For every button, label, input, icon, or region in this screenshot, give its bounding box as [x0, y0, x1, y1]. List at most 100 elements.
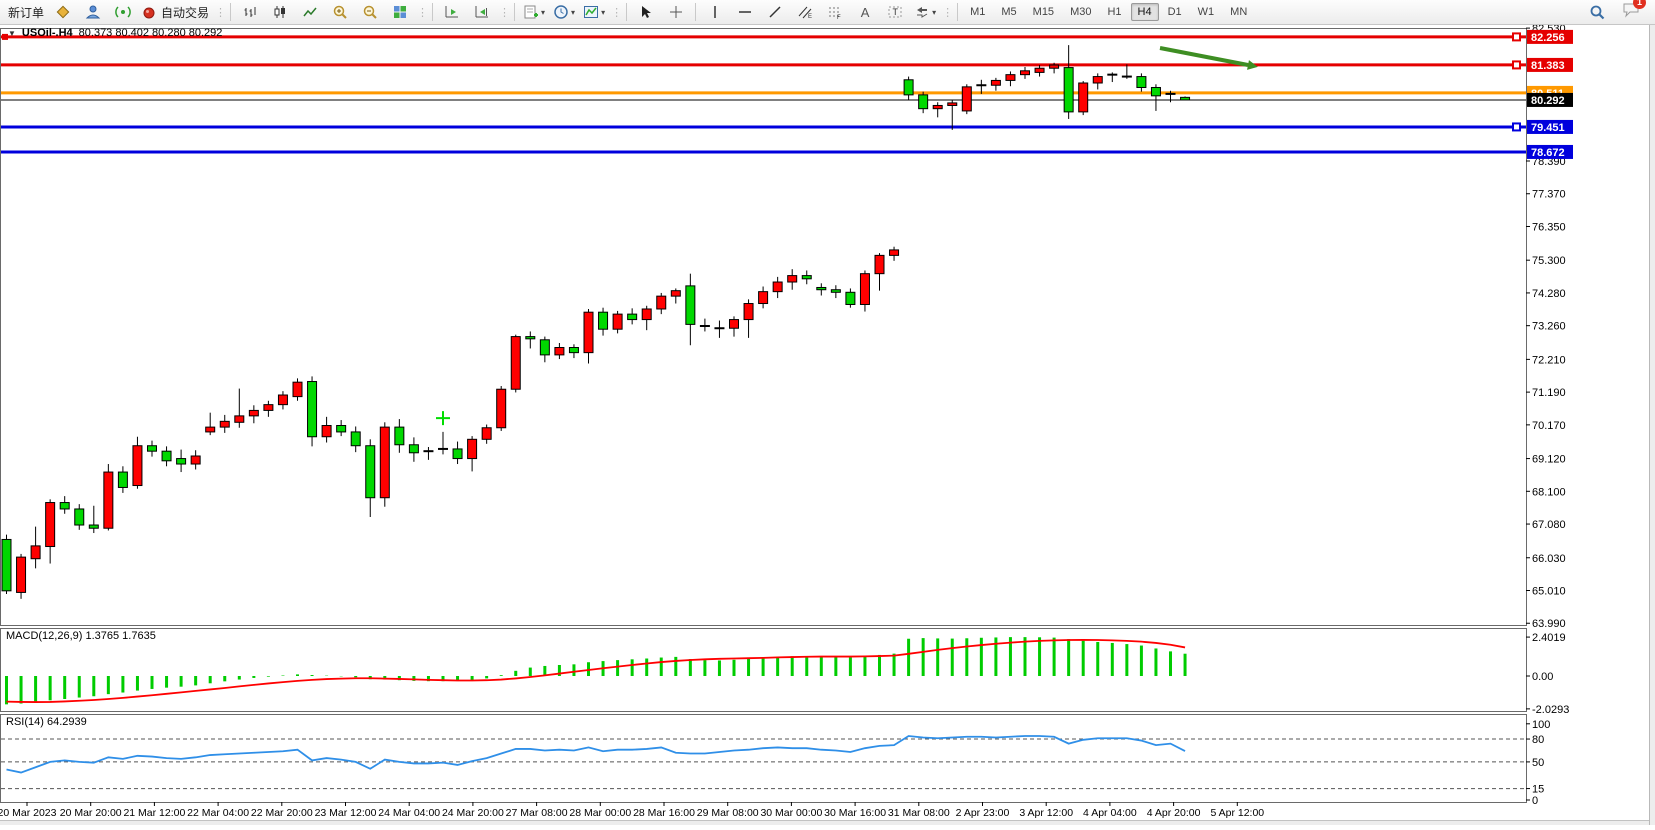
indicators-button[interactable]: ▾	[580, 1, 608, 24]
candle	[59, 496, 70, 514]
candle	[277, 391, 288, 410]
search-icon[interactable]	[1583, 1, 1611, 24]
candlestick-chart-type-icon[interactable]	[266, 1, 294, 24]
new-order-button[interactable]: 新订单	[8, 5, 45, 20]
text-label-tool-icon[interactable]: T	[881, 1, 909, 24]
chart-window: 82.53078.39077.37076.35075.30074.28073.2…	[0, 23, 1655, 825]
timeframe-button-h1[interactable]: H1	[1107, 6, 1122, 18]
price-tick-label: 68.100	[1532, 486, 1566, 498]
trend-arrow[interactable]	[1159, 46, 1249, 67]
candlestick-chart: 82.53078.39077.37076.35075.30074.28073.2…	[0, 23, 1573, 819]
price-chip-label: 82.256	[1531, 32, 1565, 44]
new-chart-button[interactable]: ▾	[520, 1, 548, 24]
price-tick-label: 67.080	[1532, 519, 1566, 531]
line-handle[interactable]	[1512, 122, 1521, 132]
candle	[423, 447, 434, 460]
candle	[263, 400, 274, 417]
time-axis-label: 24 Mar 04:00	[378, 807, 440, 819]
toolbar-group-handle: ⋮	[611, 6, 622, 19]
price-tick-label: 74.280	[1532, 288, 1566, 300]
channel-tool-icon[interactable]: E	[791, 1, 819, 24]
cursor-tool-icon[interactable]	[632, 1, 660, 24]
tile-windows-icon[interactable]	[386, 1, 414, 24]
crosshair-tool-icon[interactable]	[662, 1, 690, 24]
chart-shift-icon[interactable]	[468, 1, 496, 24]
zoom-out-icon[interactable]	[356, 1, 384, 24]
zoom-in-icon[interactable]	[326, 1, 354, 24]
timeframe-button-m30[interactable]: M30	[1070, 6, 1092, 18]
candle	[394, 419, 405, 453]
toolbar-separator	[957, 3, 959, 21]
toolbar-separator	[514, 3, 516, 21]
vertical-line-tool-icon[interactable]	[701, 1, 729, 24]
main-toolbar: 新订单 自动交易 ⋮ ⋮	[0, 0, 1655, 25]
market-watch-icon[interactable]	[49, 1, 77, 24]
period-clock-button[interactable]: ▾	[550, 1, 578, 24]
candle	[1121, 64, 1132, 79]
rsi-tick-label: 15	[1532, 784, 1544, 796]
candle	[830, 285, 841, 299]
line-handle[interactable]	[1512, 32, 1521, 42]
macd-indicator-label: MACD(12,26,9) 1.3765 1.7635	[6, 630, 156, 642]
candle	[1005, 71, 1016, 87]
horizontal-line-tool-icon[interactable]	[731, 1, 759, 24]
auto-scroll-icon[interactable]	[438, 1, 466, 24]
rsi-panel	[1, 735, 1526, 790]
notifications-chat-button[interactable]: 1	[1622, 0, 1646, 23]
line-handle[interactable]	[1512, 60, 1521, 70]
candle	[758, 286, 769, 309]
candle	[641, 305, 652, 331]
candle	[1150, 84, 1161, 111]
timeframe-button-h4[interactable]: H4	[1130, 3, 1159, 21]
candle	[699, 318, 710, 332]
candle	[554, 343, 565, 360]
chevron-down-icon: ▾	[601, 7, 606, 17]
candle	[88, 505, 99, 534]
text-tool-icon[interactable]: A	[860, 4, 870, 20]
annotations-layer	[436, 46, 1258, 426]
panel-border	[0, 28, 1527, 626]
candle	[656, 292, 667, 315]
trend-arrow-head[interactable]	[1247, 60, 1258, 70]
macd-signal-line	[6, 638, 1186, 703]
timeframe-button-w1[interactable]: W1	[1197, 6, 1215, 18]
candle	[539, 336, 550, 363]
price-chip	[1527, 119, 1573, 134]
candle	[190, 450, 201, 470]
symbol-dropdown-icon[interactable]: ▼	[8, 28, 16, 38]
timeframe-button-m1[interactable]: M1	[970, 6, 986, 18]
timeframe-button-d1[interactable]: D1	[1167, 6, 1182, 18]
cross-marker[interactable]	[436, 411, 450, 426]
toolbar-right-group: 1	[1582, 0, 1646, 24]
timeframe-buttons: M1 M5 M15 M30 H1 H4 D1 W1 MN	[962, 3, 1255, 21]
price-tick-label: 66.030	[1532, 553, 1566, 565]
line-handle[interactable]	[2, 33, 8, 40]
rsi-tick-label: 100	[1532, 719, 1550, 731]
status-bar	[0, 820, 1649, 825]
price-chip	[1527, 29, 1573, 44]
candle	[874, 253, 885, 291]
terminal-icon[interactable]	[79, 1, 107, 24]
trendline-tool-icon[interactable]	[761, 1, 789, 24]
svg-text:F: F	[837, 15, 841, 20]
candle	[1034, 65, 1045, 77]
strategy-tester-icon[interactable]	[109, 1, 137, 24]
arrows-tool-button[interactable]: ▾	[911, 1, 939, 24]
candle	[452, 441, 463, 465]
auto-trading-button[interactable]: 自动交易	[139, 1, 212, 24]
price-tick-label: 65.010	[1532, 585, 1566, 597]
timeframe-button-m5[interactable]: M5	[1001, 6, 1017, 18]
candle	[612, 310, 623, 334]
time-axis-label: 20 Mar 20:00	[60, 807, 122, 819]
candle	[1, 534, 12, 595]
timeframe-button-mn[interactable]: MN	[1230, 6, 1248, 18]
line-chart-type-icon[interactable]	[296, 1, 324, 24]
price-tick-label: 78.390	[1532, 156, 1566, 168]
time-axis-label: 27 Mar 08:00	[506, 807, 568, 819]
timeframe-button-m15[interactable]: M15	[1032, 6, 1055, 18]
fibonacci-tool-icon[interactable]: F	[821, 1, 849, 24]
bar-chart-type-icon[interactable]	[236, 1, 264, 24]
candle	[438, 431, 448, 455]
price-chip	[1527, 92, 1573, 107]
panel-border	[0, 628, 1527, 712]
